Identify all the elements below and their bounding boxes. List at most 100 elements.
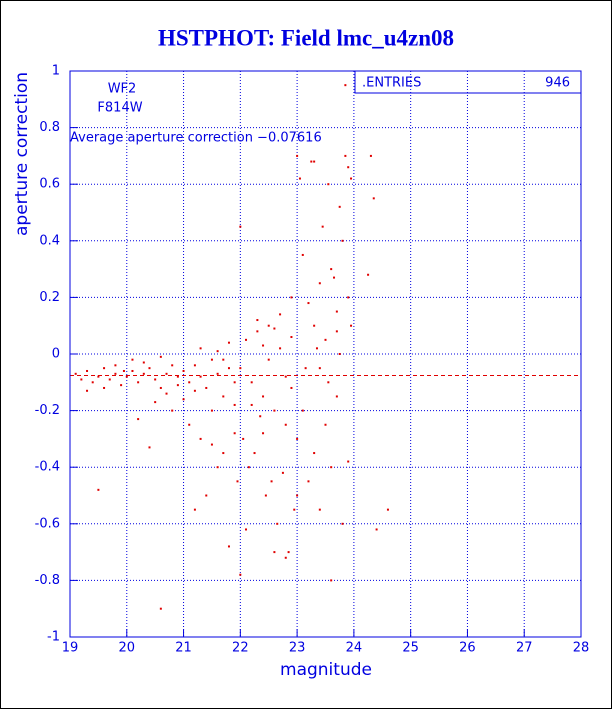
point <box>369 154 372 157</box>
point <box>142 372 145 375</box>
point <box>262 344 265 347</box>
point <box>327 183 330 186</box>
point <box>86 389 89 392</box>
x-tick-label: 22 <box>232 641 249 656</box>
x-tick-label: 21 <box>175 641 192 656</box>
y-tick-label: 0.4 <box>39 233 60 248</box>
point <box>103 386 106 389</box>
x-tick-label: 23 <box>289 641 306 656</box>
point <box>298 177 301 180</box>
point <box>290 386 293 389</box>
point <box>350 324 353 327</box>
point <box>182 398 185 401</box>
point <box>122 369 125 372</box>
point <box>273 327 276 330</box>
point <box>222 358 225 361</box>
point <box>344 84 347 87</box>
point <box>176 384 179 387</box>
point <box>318 367 321 370</box>
point <box>307 302 310 305</box>
point <box>267 324 270 327</box>
y-axis-label: aperture correction <box>12 72 32 236</box>
point <box>216 350 219 353</box>
point <box>372 197 375 200</box>
point <box>341 522 344 525</box>
point <box>284 556 287 559</box>
x-tick-label: 20 <box>119 641 136 656</box>
point <box>176 375 179 378</box>
point <box>296 494 299 497</box>
point <box>210 443 213 446</box>
x-tick-label: 27 <box>516 641 533 656</box>
point <box>267 358 270 361</box>
plot-frame <box>69 70 582 638</box>
y-tick-label: -0.6 <box>35 516 60 531</box>
point <box>171 409 174 412</box>
point <box>97 375 100 378</box>
x-tick-label: 26 <box>459 641 476 656</box>
point <box>250 381 253 384</box>
point <box>239 225 242 228</box>
x-tick-label: 19 <box>62 641 79 656</box>
point <box>313 160 316 163</box>
point <box>171 364 174 367</box>
y-tick-label: 0 <box>52 347 60 362</box>
x-tick-label: 28 <box>573 641 590 656</box>
point <box>236 480 239 483</box>
point <box>245 528 248 531</box>
point <box>227 545 230 548</box>
point <box>313 324 316 327</box>
point <box>347 166 350 169</box>
point <box>315 347 318 350</box>
chart-title: HSTPHOT: Field lmc_u4zn08 <box>158 25 454 50</box>
point <box>347 296 350 299</box>
point <box>330 268 333 271</box>
point <box>97 488 100 491</box>
point <box>242 437 245 440</box>
point <box>273 409 276 412</box>
point <box>290 336 293 339</box>
y-tick-label: -0.2 <box>35 403 60 418</box>
point <box>330 466 333 469</box>
point <box>290 296 293 299</box>
y-tick-label: -0.4 <box>35 460 60 475</box>
point <box>199 347 202 350</box>
point <box>386 508 389 511</box>
point <box>327 381 330 384</box>
point <box>338 353 341 355</box>
point <box>80 378 83 381</box>
point <box>199 437 202 440</box>
point <box>245 338 248 341</box>
point <box>335 310 338 313</box>
point <box>227 367 230 370</box>
point <box>367 273 370 276</box>
point <box>344 154 347 157</box>
y-tick-label: -1 <box>47 630 60 645</box>
point <box>103 367 106 370</box>
x-tick-label: 24 <box>346 641 363 656</box>
point <box>233 432 236 435</box>
point <box>296 154 299 157</box>
point <box>276 522 279 525</box>
point <box>165 372 168 375</box>
point <box>301 253 304 256</box>
point <box>279 347 282 350</box>
point <box>256 330 259 333</box>
point <box>262 395 265 398</box>
point <box>247 466 250 469</box>
point <box>137 418 140 421</box>
point <box>281 471 284 474</box>
point <box>335 395 338 398</box>
x-tick-label: 25 <box>402 641 419 656</box>
point <box>148 367 151 370</box>
point <box>324 338 327 341</box>
point <box>222 395 225 398</box>
point <box>137 381 140 384</box>
point <box>307 480 310 483</box>
point <box>131 369 134 372</box>
point <box>210 409 213 412</box>
point <box>284 423 287 426</box>
point <box>330 579 333 582</box>
y-tick-label: 0.8 <box>39 120 60 135</box>
